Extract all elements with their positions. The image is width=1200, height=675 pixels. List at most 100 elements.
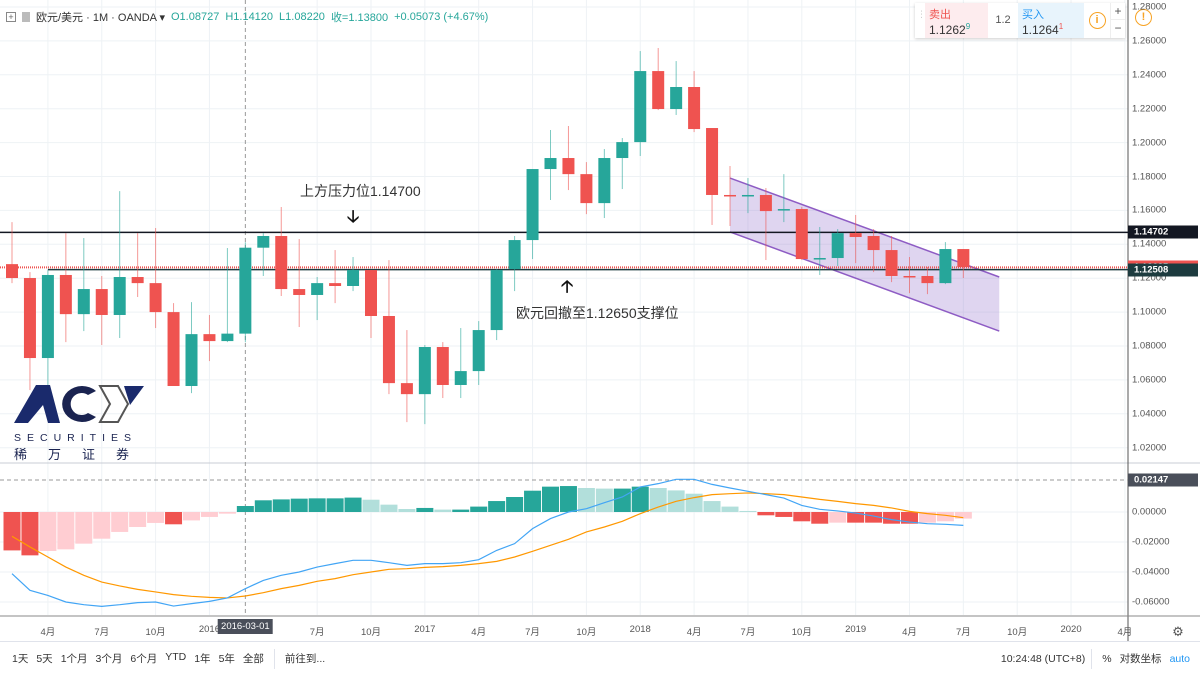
macd-histogram-bar	[703, 501, 721, 512]
range-button[interactable]: 1天	[12, 653, 29, 665]
candle-down	[95, 289, 108, 315]
close-value: 收=1.13800	[330, 12, 389, 24]
macd-histogram-bar	[847, 512, 865, 523]
macd-histogram-bar	[93, 512, 111, 539]
crosshair-value-label: 0.02147	[1128, 473, 1198, 487]
candle-down	[436, 347, 449, 385]
candle-up	[741, 194, 754, 197]
macd-histogram-bar	[631, 486, 649, 512]
goto-date-button[interactable]: 前往到...	[284, 653, 326, 665]
macd-histogram-bar	[111, 512, 129, 532]
range-button[interactable]: 全部	[242, 653, 264, 665]
range-button[interactable]: 1年	[194, 653, 211, 665]
alert-icon[interactable]: !	[1135, 9, 1152, 26]
macd-histogram-bar	[290, 498, 308, 512]
macd-histogram-bar	[793, 512, 811, 522]
chart-legend: + 欧元/美元 · 1M · OANDA ▾ O1.08727 H1.14120…	[6, 9, 488, 25]
time-tick-label: 4月	[902, 627, 917, 638]
clock[interactable]: 10:24:48 (UTC+8)	[1000, 652, 1086, 665]
range-button[interactable]: 5年	[218, 653, 235, 665]
macd-histogram-bar	[739, 510, 757, 512]
macd-histogram-bar	[577, 488, 595, 512]
range-button[interactable]: 1个月	[60, 653, 88, 665]
macd-histogram-bar	[129, 512, 147, 527]
time-tick-label: 4月	[1117, 627, 1133, 638]
candle-down	[724, 194, 736, 197]
candle-up	[813, 258, 826, 260]
settings-gear-icon: ⚙	[1172, 624, 1184, 639]
time-tick-label: 4月	[40, 627, 56, 638]
candle-down	[706, 128, 719, 195]
range-button[interactable]: 6个月	[130, 653, 158, 665]
macd-histogram-bar	[416, 507, 434, 512]
macd-histogram-bar	[595, 488, 613, 512]
candle-up	[311, 283, 324, 295]
source: OANDA	[117, 12, 157, 24]
sell-button[interactable]: 卖出 1.12629	[925, 3, 988, 38]
price-tick-label: 1.14000	[1132, 238, 1167, 250]
buy-price-pip: 1	[1058, 22, 1064, 31]
time-tick-label: 7月	[94, 627, 110, 638]
candle-up	[257, 235, 270, 248]
low-value: L1.08220	[279, 11, 325, 23]
candle-down	[167, 312, 180, 387]
range-button[interactable]: 5天	[36, 653, 53, 665]
resistance-annotation[interactable]: 上方压力位1.14700	[300, 183, 421, 199]
time-tick-label: 7月	[955, 627, 971, 638]
macd-histogram-bar	[865, 512, 883, 523]
spread: 1.2	[995, 14, 1011, 26]
time-tick-label: 2019	[845, 624, 867, 635]
macd-histogram-bar	[218, 512, 236, 514]
price-chart[interactable]: ⚙	[0, 0, 1200, 641]
trade-widget: ⋮⋮ 卖出 1.12629 1.2 买入 1.12641 i +−	[915, 3, 1125, 38]
candle-up	[113, 277, 126, 315]
range-button[interactable]: YTD	[165, 651, 187, 663]
macd-histogram-bar	[542, 486, 559, 512]
macd-histogram-bar	[398, 509, 416, 512]
minus-button[interactable]: −	[1111, 19, 1125, 36]
auto-scale-toggle[interactable]: auto	[1169, 652, 1190, 665]
candle-down	[6, 264, 18, 279]
macd-histogram-bar	[200, 512, 218, 517]
down-arrow-icon[interactable]: 🡣	[347, 207, 360, 226]
macd-tick-label: -0.02000	[1132, 536, 1170, 548]
info-icon: i	[1088, 12, 1106, 29]
drag-handle-icon[interactable]: ⋮⋮	[915, 3, 935, 38]
support-annotation[interactable]: 欧元回撤至1.12650支撑位	[516, 305, 679, 321]
candle-down	[382, 315, 395, 384]
price-tick-label: 1.22000	[1132, 103, 1167, 115]
time-tick-label: 7月	[309, 627, 325, 638]
price-tick-label: 1.06000	[1132, 374, 1167, 386]
candle-up	[41, 274, 54, 359]
macd-histogram-bar	[524, 490, 542, 512]
candle-up	[472, 330, 485, 372]
candle-up	[939, 249, 952, 284]
candle-up	[598, 158, 611, 204]
price-tick-label: 1.26000	[1132, 35, 1167, 47]
log-scale-toggle[interactable]: 对数坐标	[1119, 653, 1162, 665]
candle-down	[885, 250, 898, 276]
macd-histogram-bar	[434, 509, 452, 512]
macd-histogram-bar	[559, 486, 577, 512]
range-button[interactable]: 3个月	[95, 653, 123, 665]
info-button[interactable]: i	[1084, 3, 1110, 38]
candle-up	[185, 334, 198, 387]
candle-down	[23, 278, 36, 359]
candle-down	[131, 277, 144, 284]
high-value: H1.14120	[225, 11, 274, 23]
candle-up	[670, 87, 683, 110]
add-indicator-icon[interactable]: +	[6, 12, 16, 22]
candle-up	[221, 333, 234, 342]
time-tick-label: 4月	[686, 627, 702, 638]
macd-signal-line	[11, 492, 964, 599]
buy-button[interactable]: 买入 1.12641	[1018, 3, 1084, 38]
up-arrow-icon[interactable]: 🡡	[561, 277, 574, 296]
time-tick-label: 2016	[198, 624, 221, 635]
buy-price: 1.1264	[1022, 23, 1059, 37]
symbol-color-icon	[22, 12, 30, 22]
symbol-title[interactable]: 欧元/美元 · 1M · OANDA ▾	[36, 12, 165, 24]
percent-toggle[interactable]: %	[1102, 652, 1112, 665]
macd-histogram-bar	[344, 497, 362, 512]
plus-button[interactable]: +	[1114, 4, 1122, 18]
candle-up	[831, 233, 844, 259]
